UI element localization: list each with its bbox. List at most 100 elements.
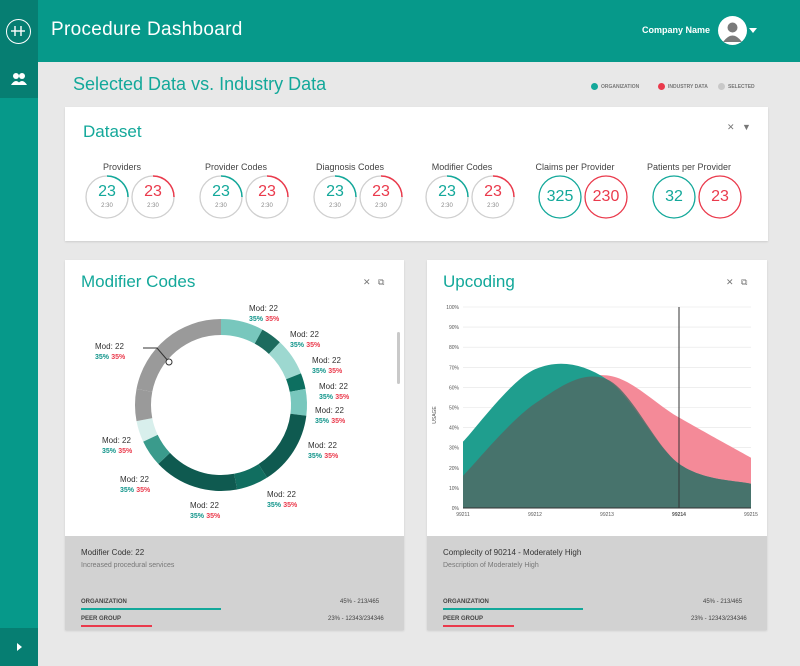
industry-percent: 35% <box>331 418 346 425</box>
peer-group-value: 23% - 12343/234346 <box>691 616 747 622</box>
organization-metric-circle[interactable]: 23 2:30 <box>425 175 469 219</box>
scrollbar[interactable] <box>397 332 400 384</box>
industry-percent: 35% <box>328 368 343 375</box>
organization-percent: 35% <box>249 316 264 323</box>
industry-percent: 35% <box>118 448 133 455</box>
industry-percent: 35% <box>136 487 151 494</box>
donut-label: Mod: 22 35% 35% <box>95 342 125 363</box>
metric-subvalue: 2:30 <box>101 203 113 209</box>
filter-icon[interactable]: ▼ <box>742 122 751 132</box>
industry-metric-circle[interactable]: 230 <box>584 175 628 219</box>
metric-value: 23 <box>438 183 456 200</box>
copy-icon[interactable]: ⧉ <box>378 277 385 287</box>
donut-slice[interactable] <box>158 452 238 491</box>
donut-slice[interactable] <box>136 418 158 442</box>
donut-label-percent: 35% 35% <box>315 416 345 427</box>
metric-subvalue: 2:30 <box>329 203 341 209</box>
industry-metric-circle[interactable]: 23 2:30 <box>471 175 515 219</box>
organization-metric-circle[interactable]: 23 2:30 <box>199 175 243 219</box>
donut-label-percent: 35% 35% <box>267 500 297 511</box>
y-tick-label: 30% <box>449 446 460 452</box>
legend-label: ORGANIZATION <box>601 83 640 90</box>
donut-label-text: Mod: 22 <box>249 304 278 313</box>
organization-percent: 35% <box>290 342 305 349</box>
donut-slice[interactable] <box>289 388 307 416</box>
donut-slice[interactable] <box>136 319 221 392</box>
organization-percent: 35% <box>120 487 135 494</box>
metric-value: 23 <box>144 183 162 200</box>
callout-dot[interactable] <box>165 358 173 366</box>
donut-label-text: Mod: 22 <box>95 342 124 351</box>
donut-slice[interactable] <box>234 464 268 490</box>
donut-label-text: Mod: 22 <box>312 356 341 365</box>
donut-slice[interactable] <box>258 413 307 478</box>
logo-box[interactable] <box>0 0 38 62</box>
x-tick-label: 99213 <box>600 512 614 518</box>
industry-metric-circle[interactable]: 23 2:30 <box>245 175 289 219</box>
donut-label: Mod: 22 35% 35% <box>120 475 150 496</box>
donut-slice[interactable] <box>135 388 153 422</box>
donut-slice[interactable] <box>221 319 263 344</box>
donut-label: Mod: 22 35% 35% <box>267 490 297 511</box>
donut-label: Mod: 22 35% 35% <box>190 501 220 522</box>
donut-slice[interactable] <box>143 434 170 464</box>
industry-percent: 35% <box>206 513 221 520</box>
industry-metric-circle[interactable]: 23 2:30 <box>131 175 175 219</box>
x-tick-label: 99211 <box>456 512 470 518</box>
y-tick-label: 70% <box>449 365 460 371</box>
organization-metric-circle[interactable]: 23 2:30 <box>313 175 357 219</box>
company-name[interactable]: Company Name <box>642 25 711 35</box>
upcoding-area-chart: 0% 10% 20% 30% 40% 50% 60% 70% 80% 90% 100% 99211 99… <box>432 305 758 518</box>
donut-label: Mod: 22 35% 35% <box>102 436 132 457</box>
chevron-right-icon <box>17 643 22 651</box>
donut-label-percent: 35% 35% <box>319 392 349 403</box>
footer-subtitle: Increased procedural services <box>81 562 175 569</box>
metric-value: 32 <box>665 188 683 205</box>
metric-value: 23 <box>258 183 276 200</box>
copy-icon[interactable]: ⧉ <box>741 277 748 287</box>
upcoding-title: Upcoding <box>443 272 515 291</box>
sidebar-item-users[interactable] <box>0 62 38 98</box>
y-tick-label: 10% <box>449 486 460 492</box>
donut-label: Mod: 22 35% 35% <box>290 330 320 351</box>
donut-slice[interactable] <box>268 342 301 380</box>
metric-label: Diagnosis Codes <box>315 162 385 172</box>
organization-metric-circle[interactable]: 23 2:30 <box>85 175 129 219</box>
industry-metric-circle[interactable]: 23 <box>698 175 742 219</box>
y-tick-label: 100% <box>446 305 459 311</box>
modifier-codes-card: Modifier Codes ✕ ⧉ Mod: 22 35% 35% Mod: 22… <box>65 260 404 630</box>
donut-label-text: Mod: 22 <box>308 441 337 450</box>
organization-metric-circle[interactable]: 325 <box>538 175 582 219</box>
legend-dot <box>718 83 725 90</box>
organization-metric-circle[interactable]: 32 <box>652 175 696 219</box>
dataset-card: Dataset ✕ ▼ Providers 23 2:30 23 2:30 Provide… <box>65 107 768 241</box>
y-tick-label: 80% <box>449 345 460 351</box>
industry-percent: 35% <box>283 502 298 509</box>
close-icon[interactable]: ✕ <box>727 122 735 132</box>
metric-subvalue: 2:30 <box>215 203 227 209</box>
y-axis-label: USAGE <box>432 406 438 424</box>
close-icon[interactable]: ✕ <box>363 277 371 287</box>
industry-percent: 35% <box>111 354 126 361</box>
metric-subvalue: 2:30 <box>261 203 273 209</box>
industry-metric-circle[interactable]: 23 2:30 <box>359 175 403 219</box>
donut-slice[interactable] <box>286 373 306 392</box>
dataset-title: Dataset <box>83 122 142 141</box>
legend-industry: INDUSTRY DATA <box>658 83 708 90</box>
organization-percent: 35% <box>267 502 282 509</box>
upcoding-card: Upcoding ✕ ⧉ 0% 10% 20% 30% 40% 50% 60% 70% 80% 9… <box>427 260 767 630</box>
donut-slice[interactable] <box>254 329 280 354</box>
footer-subtitle: Description of Moderately High <box>443 562 539 569</box>
donut-label-percent: 35% 35% <box>95 352 125 363</box>
modifier-codes-title: Modifier Codes <box>81 272 196 291</box>
user-menu-chevron-down-icon[interactable] <box>749 28 757 33</box>
donut-label-text: Mod: 22 <box>120 475 149 484</box>
footer-title: Modifier Code: 22 <box>81 548 145 557</box>
user-avatar-icon[interactable] <box>718 16 747 45</box>
close-icon[interactable]: ✕ <box>726 277 734 287</box>
app-title: Procedure Dashboard <box>51 19 243 40</box>
sidebar-expand-button[interactable] <box>0 628 38 666</box>
y-tick-label: 50% <box>449 406 460 412</box>
metric-value: 23 <box>98 183 116 200</box>
legend-dot <box>591 83 598 90</box>
